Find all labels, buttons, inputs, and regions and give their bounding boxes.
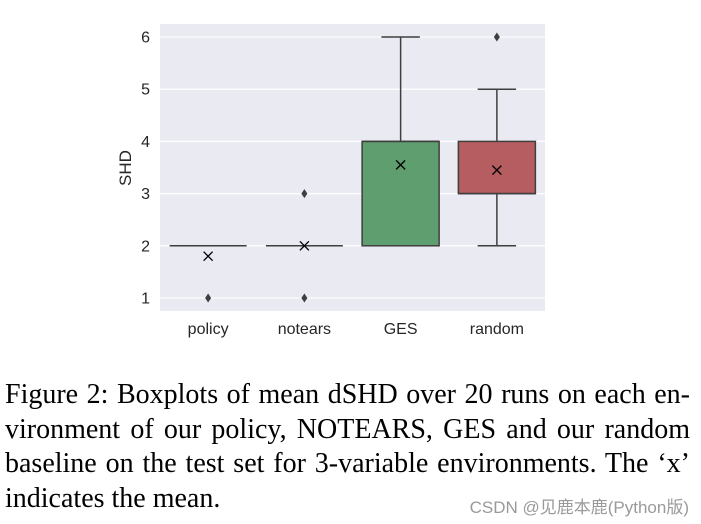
y-tick-label: 1 — [141, 290, 150, 307]
watermark: CSDN @见鹿本鹿(Python版) — [469, 498, 689, 517]
box-group-notears — [265, 189, 343, 303]
boxplot-chart: SHD 1 2 3 4 5 6 policy notears GES random — [116, 24, 545, 338]
mean-marker-stroke — [299, 240, 310, 251]
caption-line: vironment of our policy, NOTEARS, GES an… — [5, 413, 690, 445]
y-tick-label: 4 — [141, 134, 150, 151]
box-ges — [361, 140, 440, 247]
mean-marker-stroke — [395, 159, 406, 170]
mean-marker-random — [491, 165, 502, 176]
caption-line: baseline on the test set for 3-variable … — [5, 448, 690, 479]
mean-marker-notears — [299, 240, 310, 251]
caption-line: Figure 2: Boxplots of mean dSHD over 20 … — [5, 379, 690, 410]
x-tick-label: notears — [278, 321, 331, 338]
y-tick-label: 3 — [141, 186, 150, 203]
x-tick-label: GES — [384, 321, 418, 338]
y-tick-label: 2 — [141, 238, 150, 255]
box-group-random — [457, 32, 537, 247]
y-axis-label: SHD — [116, 150, 135, 186]
y-tick-label: 5 — [141, 82, 150, 99]
outlier-notears — [301, 293, 308, 303]
outlier-notears — [301, 189, 308, 199]
x-tick-label: policy — [188, 321, 229, 338]
box-random — [457, 140, 537, 195]
figure-caption: Figure 2: Boxplots of mean dSHD over 20 … — [5, 378, 690, 516]
box-group-ges — [361, 36, 440, 247]
y-tick-label: 6 — [141, 30, 150, 47]
mean-marker-policy — [203, 251, 214, 262]
mean-marker-stroke — [203, 251, 214, 262]
outlier-random — [493, 32, 500, 42]
mean-marker-ges — [395, 159, 406, 170]
x-tick-label: random — [470, 321, 524, 338]
box-group-policy — [169, 245, 247, 303]
caption-line: indicates the mean. — [5, 482, 221, 514]
outlier-policy — [205, 293, 212, 303]
mean-marker-stroke — [491, 165, 502, 176]
